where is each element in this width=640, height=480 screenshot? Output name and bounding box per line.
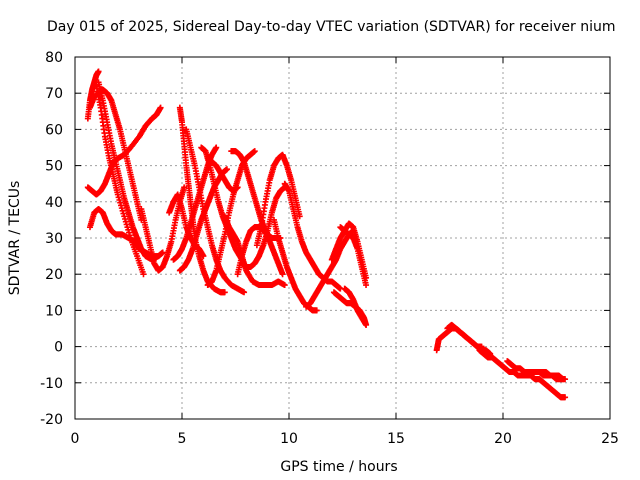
data-point-marker bbox=[281, 282, 288, 289]
series-arc-29 bbox=[444, 321, 494, 357]
series-arc-25 bbox=[337, 224, 370, 289]
data-point-marker bbox=[157, 104, 164, 111]
series-arc-23 bbox=[303, 227, 357, 310]
y-tick-label: 20 bbox=[45, 267, 63, 283]
data-point-marker bbox=[241, 289, 248, 296]
data-point-marker bbox=[95, 68, 102, 75]
data-point-marker bbox=[234, 184, 241, 191]
x-tick-label: 15 bbox=[387, 431, 405, 447]
data-point-marker bbox=[251, 148, 258, 155]
data-point-marker bbox=[213, 144, 220, 151]
series-arc-32 bbox=[523, 372, 569, 401]
data-point-marker bbox=[363, 321, 370, 328]
x-tick-label: 20 bbox=[494, 431, 512, 447]
data-point-marker bbox=[221, 289, 228, 296]
y-tick-label: 10 bbox=[45, 303, 63, 319]
data-point-marker bbox=[562, 394, 569, 401]
data-point-marker bbox=[140, 271, 147, 278]
series-arc-17 bbox=[221, 213, 288, 289]
series-arc-27 bbox=[341, 285, 370, 328]
series-arc-11 bbox=[176, 166, 230, 274]
y-tick-label: -10 bbox=[40, 376, 63, 392]
y-tick-label: -20 bbox=[40, 412, 63, 428]
y-tick-label: 30 bbox=[45, 231, 63, 247]
x-tick-label: 0 bbox=[71, 431, 80, 447]
data-points bbox=[84, 68, 569, 401]
data-point-marker bbox=[223, 166, 230, 173]
data-point-marker bbox=[562, 376, 569, 383]
x-axis-label: GPS time / hours bbox=[280, 459, 397, 475]
series-arc-12 bbox=[183, 126, 248, 296]
grid-lines bbox=[75, 57, 610, 419]
series-arc-1 bbox=[84, 68, 102, 122]
x-tick-label: 5 bbox=[178, 431, 187, 447]
data-point-marker bbox=[181, 184, 188, 191]
y-tick-label: 60 bbox=[45, 122, 63, 138]
data-point-marker bbox=[313, 307, 320, 314]
plot-frame bbox=[74, 56, 611, 420]
data-point-marker bbox=[363, 282, 370, 289]
data-point-marker bbox=[200, 253, 207, 260]
axis-ticks: -20 -10 0 10 20 30 40 50 60 70 80 0 5 10 15 20 25 bbox=[40, 50, 619, 447]
series-arc-15 bbox=[204, 155, 241, 194]
chart-title: Day 015 of 2025, Sidereal Day-to-day VTE… bbox=[47, 19, 616, 35]
x-tick-label: 25 bbox=[601, 431, 619, 447]
series-arc-6 bbox=[93, 82, 147, 278]
data-point-marker bbox=[159, 249, 166, 256]
y-tick-label: 70 bbox=[45, 86, 63, 102]
y-tick-label: 40 bbox=[45, 195, 63, 211]
series-arc-33 bbox=[532, 368, 569, 383]
y-tick-label: 0 bbox=[54, 340, 63, 356]
series-arc-20 bbox=[238, 184, 288, 270]
y-tick-label: 80 bbox=[45, 50, 63, 66]
series-arc-9 bbox=[176, 104, 228, 296]
series-arc-21 bbox=[271, 216, 320, 314]
series-arc-7 bbox=[138, 184, 188, 274]
y-axis-label: SDTVAR / TECUs bbox=[7, 181, 23, 296]
data-point-marker bbox=[279, 271, 286, 278]
y-tick-label: 50 bbox=[45, 159, 63, 175]
x-tick-label: 10 bbox=[280, 431, 298, 447]
